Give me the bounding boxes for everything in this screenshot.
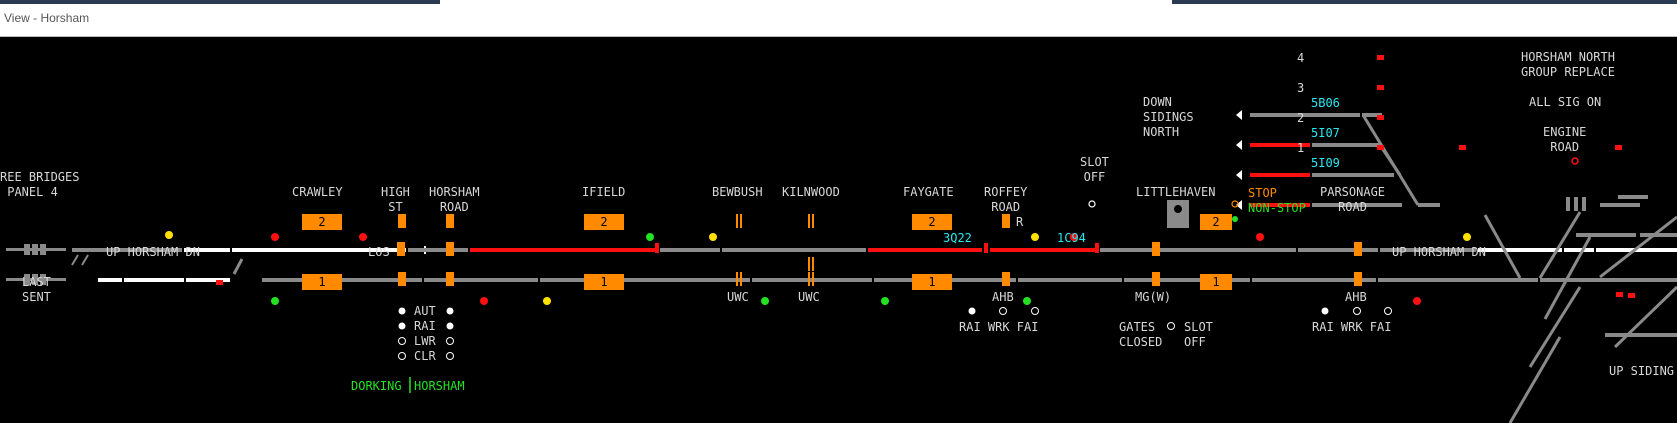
gate-icon[interactable] — [1167, 200, 1189, 228]
non-stop-legend: NON-STOP — [1248, 201, 1306, 215]
gates-closed-label: GATES CLOSED — [1119, 320, 1163, 349]
td-3q22[interactable]: 3Q22 — [943, 231, 972, 245]
up-siding-label: UP SIDING — [1609, 364, 1675, 378]
aut-label: AUT — [414, 304, 436, 318]
roffey-r-label: R — [1016, 215, 1024, 229]
road-3-label: 3 — [1297, 81, 1305, 95]
faygate-label: FAYGATE — [903, 185, 954, 199]
horsham-boundary-label: HORSHAM — [414, 379, 465, 393]
signals[interactable] — [165, 157, 1579, 305]
berth-crawley-dn[interactable]: 1 — [302, 274, 342, 290]
crawley-label: CRAWLEY — [292, 185, 343, 199]
rai-label: RAI — [414, 319, 436, 333]
berth-crawley-up[interactable]: 2 — [302, 214, 342, 230]
track-circuit-markers[interactable] — [397, 214, 1362, 286]
td-5i09[interactable]: 5I09 — [1311, 156, 1340, 170]
high-st-label: HIGH ST — [381, 185, 410, 214]
berth-faygate-dn[interactable]: 1 — [912, 274, 952, 290]
road-1-label: 1 — [1297, 141, 1305, 155]
three-bridges-label: REE BRIDGES PANEL 4 — [0, 170, 80, 199]
level-crossings — [736, 214, 814, 286]
slot-off-label: SLOT OFF — [1080, 155, 1109, 184]
window-titlebar: View - Horsham — [0, 0, 1677, 37]
flags — [216, 55, 1635, 298]
berth-faygate-up[interactable]: 2 — [912, 214, 952, 230]
last-sent-label: LAST SENT — [22, 275, 51, 304]
berth-ifield-dn[interactable]: 1 — [584, 274, 624, 290]
stop-legend: STOP — [1248, 186, 1277, 200]
road-2-label: 2 — [1297, 111, 1305, 125]
engine-road-label: ENGINE ROAD — [1543, 125, 1587, 154]
ifield-label: IFIELD — [582, 185, 626, 199]
ahb-label-2: AHB — [1345, 290, 1367, 304]
dorking-label: DORKING — [351, 379, 402, 393]
td-5b06[interactable]: 5B06 — [1311, 96, 1340, 110]
crossover[interactable] — [232, 258, 244, 275]
down-sidings-north[interactable] — [1236, 110, 1677, 423]
road-4-label: 4 — [1297, 51, 1305, 65]
td-1c94[interactable]: 1C94 — [1057, 231, 1086, 245]
titlebar-decor — [0, 0, 440, 4]
berth-ifield-up[interactable]: 2 — [584, 214, 624, 230]
los-label: LOS — [368, 245, 390, 259]
kilnwood-label: KILNWOOD — [782, 185, 840, 199]
down-sidings-north-label: DOWN SIDINGS NORTH — [1143, 95, 1194, 139]
rai-wrk-fai-label-2: RAI WRK FAI — [1312, 320, 1392, 334]
uwc-label-1: UWC — [727, 290, 749, 304]
window-title: View - Horsham — [4, 11, 90, 25]
uwc-label-2: UWC — [798, 290, 820, 304]
rai-wrk-fai-label-1: RAI WRK FAI — [959, 320, 1039, 334]
littlehaven-label: LITTLEHAVEN — [1136, 185, 1216, 199]
track-diagram[interactable] — [0, 37, 1677, 423]
parsonage-road-label: PARSONAGE ROAD — [1320, 185, 1386, 214]
signalling-panel[interactable]: REE BRIDGES PANEL 4 CRAWLEY HIGH ST HORS… — [0, 37, 1677, 423]
horsham-north-group-replace-label: HORSHAM NORTH GROUP REPLACE — [1521, 50, 1615, 79]
all-sig-on-label: ALL SIG ON — [1529, 95, 1602, 109]
up-horsham-dn-label-2: UP HORSHAM DN — [1392, 245, 1486, 259]
bewbush-label: BEWBUSH — [712, 185, 763, 199]
titlebar-decor-right — [1172, 0, 1677, 4]
up-line[interactable] — [6, 243, 1677, 255]
berth-littlehaven-up[interactable]: 2 — [1200, 214, 1232, 230]
td-5i07[interactable]: 5I07 — [1311, 126, 1340, 140]
roffey-road-label: ROFFEY ROAD — [984, 185, 1028, 214]
mgw-label: MG(W) — [1135, 290, 1172, 304]
horsham-road-label: HORSHAM ROAD — [429, 185, 480, 214]
ahb-label-1: AHB — [992, 290, 1014, 304]
up-horsham-dn-label-1: UP HORSHAM DN — [106, 245, 200, 259]
lwr-label: LWR — [414, 334, 436, 348]
slot-off-label-2: SLOT OFF — [1184, 320, 1213, 349]
clr-label: CLR — [414, 349, 436, 363]
down-line[interactable] — [6, 274, 1677, 285]
berth-littlehaven-dn[interactable]: 1 — [1200, 274, 1232, 290]
route-lamps[interactable] — [398, 307, 1392, 360]
